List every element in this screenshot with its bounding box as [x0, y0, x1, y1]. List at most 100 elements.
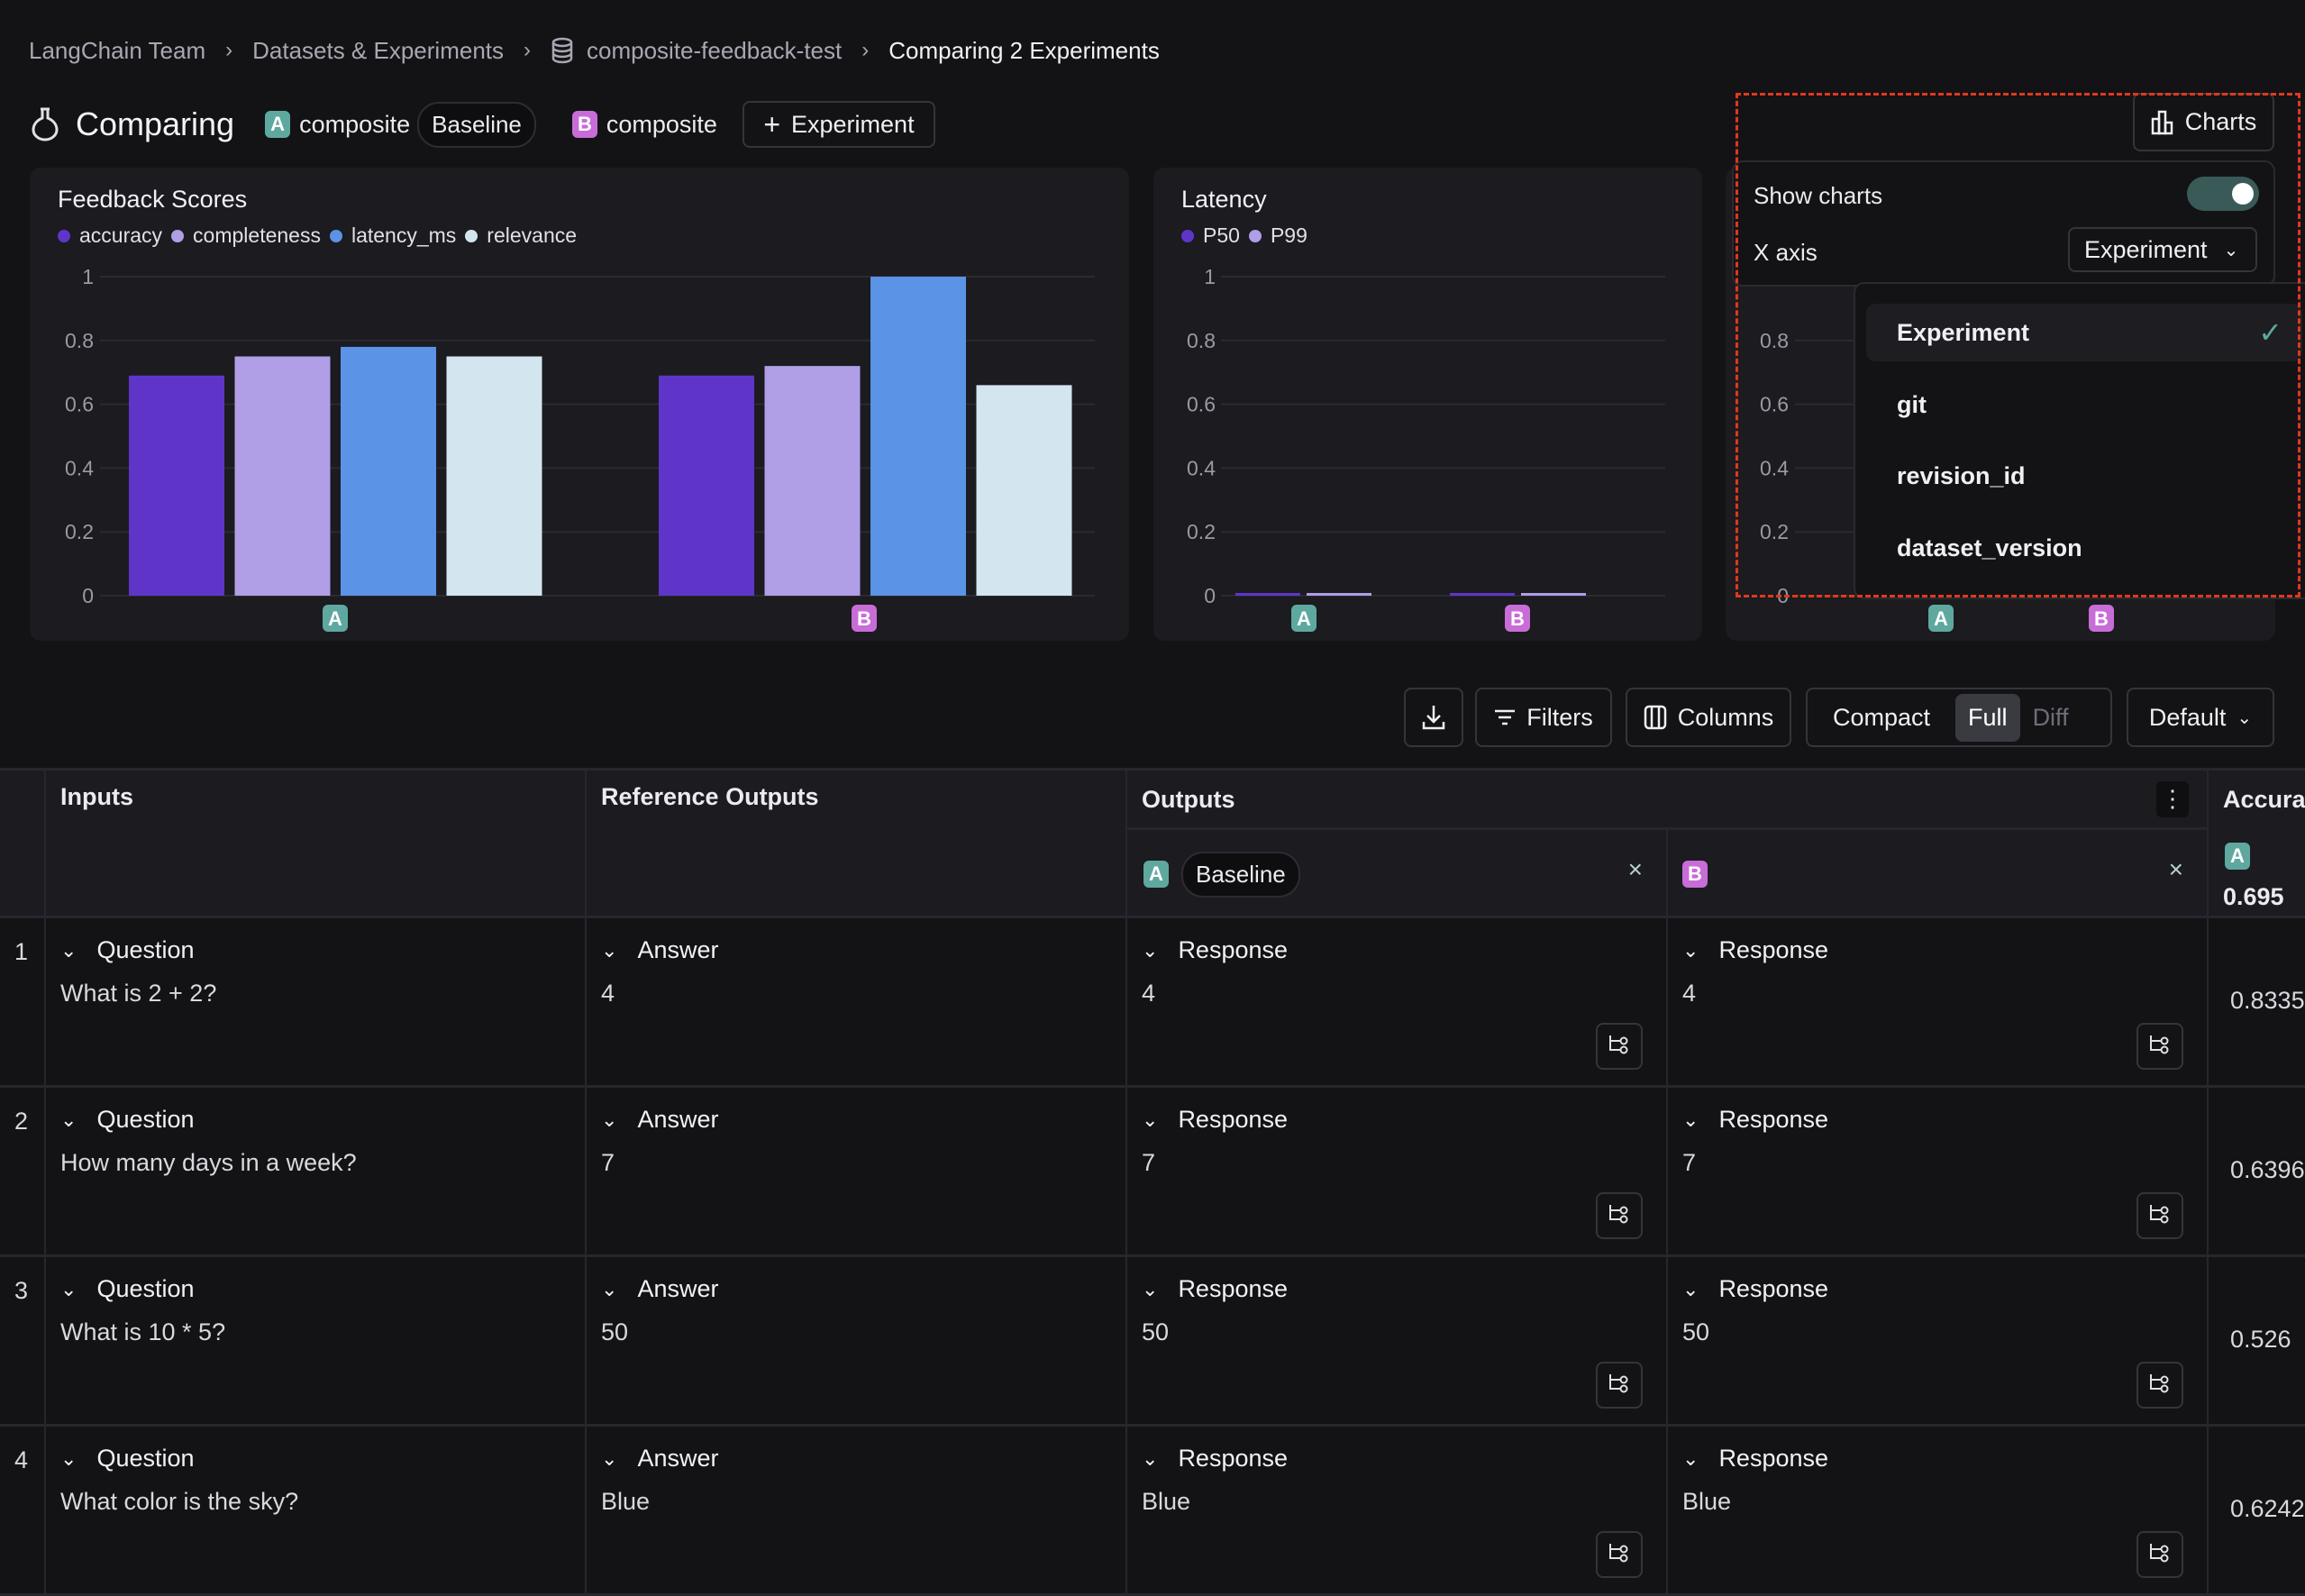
- y-tick-label: 0: [1204, 584, 1216, 607]
- field-label: Response: [1178, 1275, 1289, 1302]
- columns-button[interactable]: Columns: [1626, 688, 1791, 747]
- field-toggle[interactable]: ⌄ Answer: [601, 936, 718, 964]
- option-revision-id[interactable]: revision_id: [1866, 447, 2302, 505]
- y-tick-label: 1: [1204, 265, 1216, 288]
- legend-dot: [329, 229, 342, 242]
- experiment-a-badge: A: [265, 111, 291, 138]
- legend-dot: [465, 229, 478, 242]
- trace-button[interactable]: [1596, 1192, 1643, 1239]
- chart-legend: P50 P99: [1181, 223, 1307, 248]
- input-cell: ⌄ Question How many days in a week?: [46, 1088, 587, 1257]
- y-tick-label: 0: [82, 584, 94, 607]
- field-toggle[interactable]: ⌄ Response: [1682, 1275, 1828, 1303]
- output-a-cell: ⌄ Response 4: [1127, 918, 1668, 1088]
- y-tick-label: 0.4: [1760, 456, 1789, 479]
- chevron-down-icon: ⌄: [1682, 938, 1699, 962]
- chevron-right-icon: ›: [524, 38, 531, 62]
- option-git[interactable]: git: [1866, 376, 2302, 433]
- trace-button[interactable]: [2136, 1192, 2183, 1239]
- breadcrumb-datasets[interactable]: Datasets & Experiments: [252, 36, 504, 64]
- output-b-cell: ⌄ Response 7: [1668, 1088, 2209, 1257]
- field-value: 7: [1142, 1149, 1156, 1176]
- legend-dot: [58, 229, 70, 242]
- view-mode-toggle: Compact Full Diff: [1806, 688, 2112, 747]
- filters-button[interactable]: Filters: [1475, 688, 1612, 747]
- field-toggle[interactable]: ⌄ Answer: [601, 1275, 718, 1303]
- breadcrumb-dataset[interactable]: composite-feedback-test: [587, 36, 843, 64]
- show-charts-toggle[interactable]: [2187, 177, 2259, 211]
- field-toggle[interactable]: ⌄ Response: [1142, 936, 1288, 964]
- field-value: 50: [1682, 1318, 1710, 1345]
- field-toggle[interactable]: ⌄ Response: [1682, 936, 1828, 964]
- experiment-b-name[interactable]: composite: [606, 110, 717, 138]
- field-toggle[interactable]: ⌄ Response: [1142, 1275, 1288, 1303]
- chevron-down-icon: ⌄: [2237, 707, 2253, 728]
- field-toggle[interactable]: ⌄ Response: [1682, 1106, 1828, 1134]
- legend-item: P50: [1203, 223, 1240, 247]
- y-tick-label: 0.6: [65, 393, 94, 416]
- field-label: Response: [1718, 1445, 1829, 1472]
- charts-canvas: 0 0.2 0.4 0.6 0.8 1 A B 0 0.2 0.4 0.6 0.8 1 A B 0 0.2 0.4 0…: [65, 265, 2262, 632]
- trace-button[interactable]: [1596, 1023, 1643, 1070]
- view-compact[interactable]: Compact: [1833, 703, 1931, 731]
- field-toggle[interactable]: ⌄ Answer: [601, 1445, 718, 1473]
- option-experiment[interactable]: Experiment ✓: [1866, 304, 2302, 361]
- add-experiment-button[interactable]: + Experiment: [742, 101, 935, 148]
- accuracy-cell: 0.526: [2209, 1257, 2305, 1427]
- x-tick-badge: [852, 605, 877, 632]
- field-value: 7: [1682, 1149, 1697, 1176]
- field-label: Answer: [637, 1445, 719, 1472]
- field-toggle[interactable]: ⌄ Question: [60, 1275, 195, 1303]
- field-toggle[interactable]: ⌄ Response: [1682, 1445, 1828, 1473]
- download-button[interactable]: [1404, 688, 1463, 747]
- trace-button[interactable]: [2136, 1531, 2183, 1578]
- view-diff[interactable]: Diff: [2032, 703, 2069, 731]
- chevron-down-icon: ⌄: [60, 1108, 77, 1131]
- field-toggle[interactable]: ⌄ Response: [1142, 1445, 1288, 1473]
- x-axis-select[interactable]: Experiment ⌄: [2068, 227, 2257, 272]
- plus-icon: +: [763, 107, 781, 141]
- chevron-down-icon: ⌄: [1682, 1108, 1699, 1131]
- close-icon[interactable]: ×: [1627, 855, 1643, 883]
- charts-button[interactable]: Charts: [2133, 93, 2274, 151]
- field-value: 50: [601, 1318, 629, 1345]
- accuracy-summary-value: 0.695: [2223, 883, 2284, 910]
- download-icon: [1422, 706, 1445, 730]
- sort-select[interactable]: Default ⌄: [2127, 688, 2274, 747]
- output-a-badge: A: [1143, 861, 1169, 888]
- bar-completeness-A: [234, 356, 331, 596]
- trace-button[interactable]: [1596, 1362, 1643, 1409]
- row-number: 3: [14, 1277, 29, 1304]
- field-toggle[interactable]: ⌄ Question: [60, 936, 195, 964]
- view-full[interactable]: Full: [1955, 693, 2020, 742]
- bar-completeness-B: [764, 366, 861, 596]
- breadcrumb-team[interactable]: LangChain Team: [29, 36, 206, 64]
- page-title: Comparing: [76, 105, 235, 142]
- close-icon[interactable]: ×: [2168, 855, 2183, 883]
- y-tick-label: 0.6: [1187, 393, 1216, 416]
- bar-latency_ms-B: [870, 277, 966, 596]
- field-toggle[interactable]: ⌄ Question: [60, 1106, 195, 1134]
- chevron-down-icon: ⌄: [2223, 240, 2239, 260]
- more-options-icon[interactable]: ⋮: [2156, 781, 2189, 817]
- reference-header-label: Reference Outputs: [601, 783, 819, 810]
- option-dataset-version[interactable]: dataset_version: [1866, 519, 2302, 577]
- y-tick-label: 0.8: [65, 329, 94, 352]
- experiment-a-name[interactable]: composite: [299, 110, 411, 138]
- row-number-cell: 3: [0, 1257, 46, 1427]
- field-toggle[interactable]: ⌄ Response: [1142, 1106, 1288, 1134]
- field-toggle[interactable]: ⌄ Question: [60, 1445, 195, 1473]
- accuracy-value: 0.526: [2230, 1326, 2291, 1353]
- x-axis-label: X axis: [1754, 239, 1818, 266]
- field-value: 7: [601, 1149, 615, 1176]
- field-label: Response: [1178, 1445, 1289, 1472]
- comparison-header: Comparing A composite Baseline B composi…: [31, 99, 935, 150]
- chevron-right-icon: ›: [861, 38, 870, 62]
- field-label: Question: [96, 1445, 195, 1472]
- trace-button[interactable]: [1596, 1531, 1643, 1578]
- field-toggle[interactable]: ⌄ Answer: [601, 1106, 718, 1134]
- trace-button[interactable]: [2136, 1023, 2183, 1070]
- trace-tree-icon: [1608, 1035, 1631, 1059]
- option-label: Experiment: [1897, 318, 2030, 346]
- trace-button[interactable]: [2136, 1362, 2183, 1409]
